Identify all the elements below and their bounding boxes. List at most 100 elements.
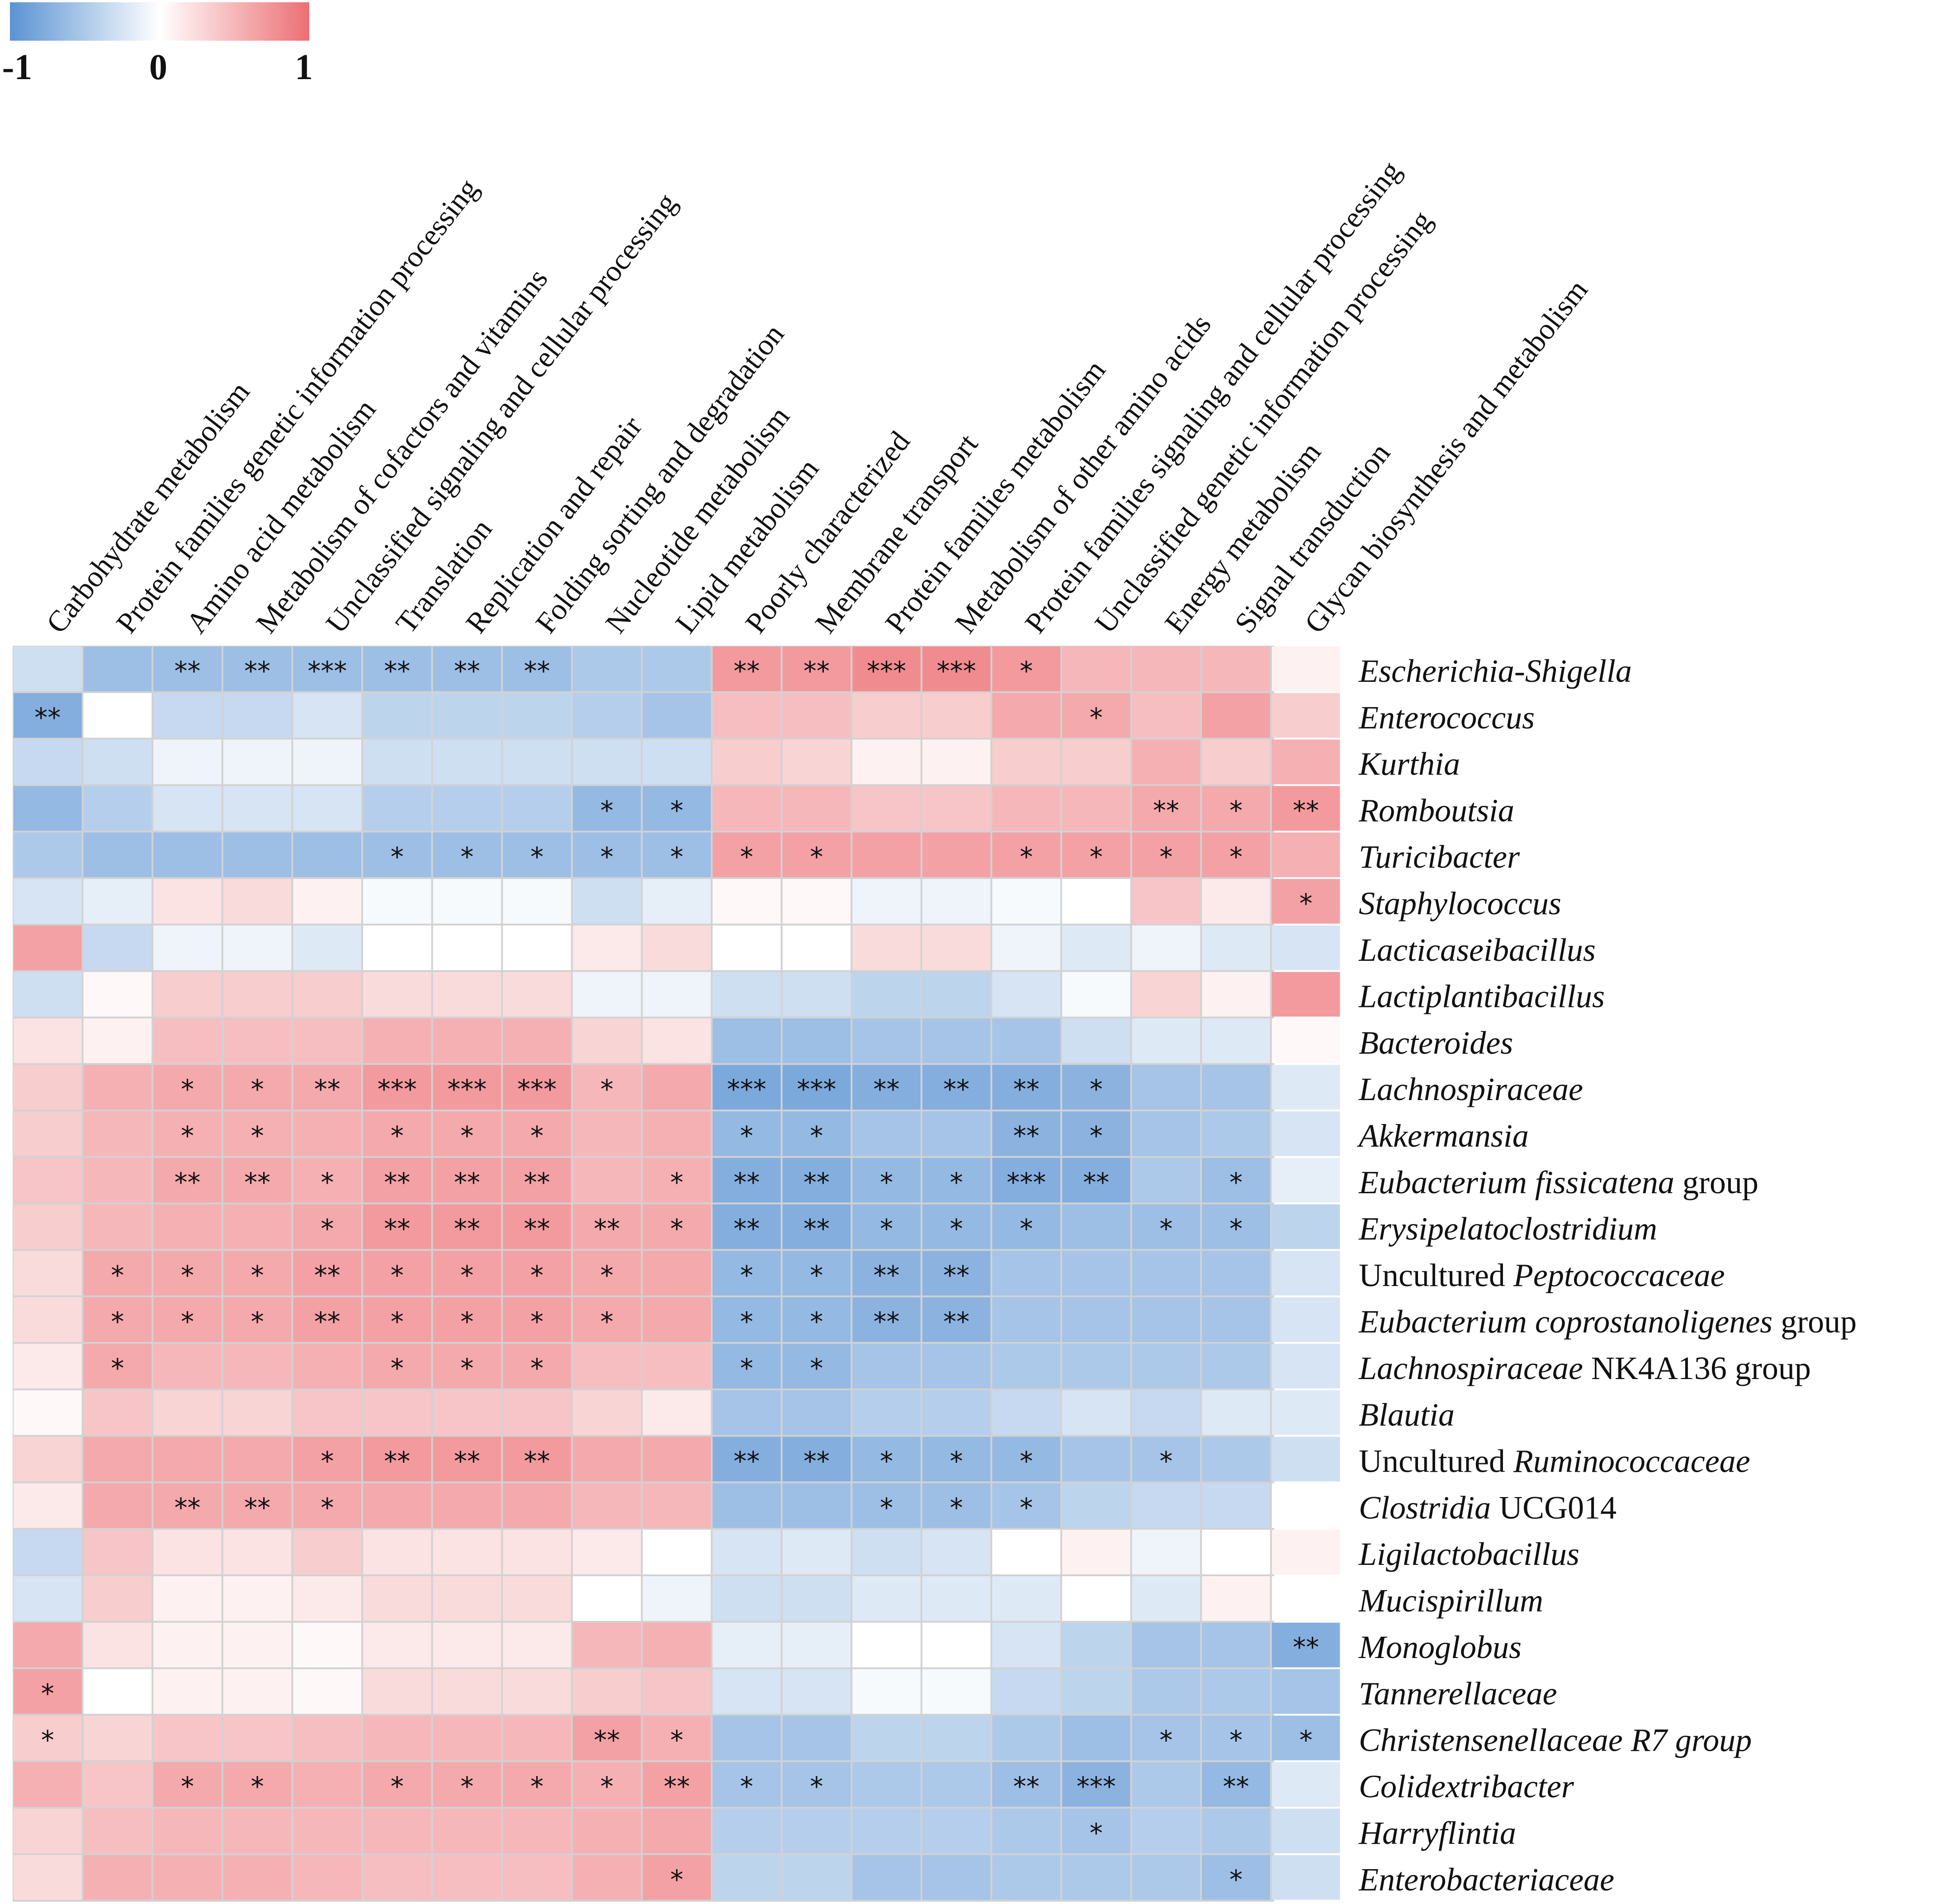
- heatmap-cell: [1202, 879, 1270, 924]
- heatmap-cell: [572, 972, 641, 1017]
- heatmap-cell: [503, 739, 571, 784]
- heatmap-cell: [852, 1669, 921, 1714]
- heatmap-cell: [1132, 1390, 1201, 1435]
- heatmap-cell: [643, 1809, 711, 1853]
- heatmap-cell: [293, 1390, 361, 1435]
- heatmap-cell: [572, 1762, 641, 1807]
- heatmap-cell: [83, 1436, 152, 1482]
- heatmap-cell: [153, 1158, 222, 1203]
- heatmap-cell: [433, 647, 501, 691]
- significance-label: *: [810, 1120, 823, 1151]
- heatmap-cell: [643, 1065, 711, 1110]
- heatmap-cell: [293, 1344, 361, 1389]
- heatmap-cell: [293, 1065, 361, 1110]
- significance-label: **: [454, 656, 480, 686]
- heatmap-cell: [223, 1297, 292, 1342]
- heatmap-cell: [782, 1483, 851, 1528]
- heatmap-cell: [293, 972, 361, 1017]
- heatmap-cell: [572, 1204, 641, 1249]
- colorbar-tick-mid: 0: [149, 47, 167, 87]
- significance-label: *: [740, 1771, 753, 1802]
- significance-label: ***: [517, 1074, 557, 1105]
- significance-label: *: [1020, 656, 1033, 686]
- heatmap-cell: [1062, 1436, 1130, 1482]
- heatmap-cell: [153, 1436, 222, 1482]
- heatmap-cell: [14, 1715, 82, 1761]
- heatmap-cell: [1202, 1855, 1270, 1900]
- heatmap-cell: [643, 786, 711, 831]
- significance-label: *: [1090, 1818, 1103, 1848]
- heatmap-cell: [83, 647, 152, 691]
- significance-label: **: [943, 1306, 969, 1337]
- row-label: Eubacterium fissicatena group: [1358, 1164, 1758, 1200]
- heatmap-cell: [713, 1065, 781, 1110]
- heatmap-cell: [643, 972, 711, 1017]
- heatmap-cell: [1271, 693, 1340, 738]
- heatmap-cell: [14, 1530, 82, 1574]
- significance-label: *: [740, 841, 753, 872]
- heatmap-cell: [1132, 1436, 1201, 1482]
- heatmap-cell: [153, 1715, 222, 1761]
- heatmap-cell: [922, 1809, 991, 1853]
- heatmap-cell: [922, 786, 991, 831]
- significance-label: *: [1090, 1074, 1103, 1105]
- heatmap-cell: [153, 1018, 222, 1063]
- heatmap-cell: [922, 1204, 991, 1249]
- heatmap-cell: [153, 1809, 222, 1853]
- significance-label: *: [181, 1074, 194, 1105]
- heatmap-cell: [852, 1158, 921, 1203]
- heatmap-cell: [922, 1111, 991, 1156]
- heatmap-cell: [782, 739, 851, 784]
- heatmap-cell: [922, 647, 991, 691]
- heatmap-cell: [992, 1018, 1060, 1063]
- heatmap-cell: [363, 786, 431, 831]
- heatmap-cell: [992, 1809, 1060, 1853]
- heatmap-cell: [363, 739, 431, 784]
- heatmap-cell: [503, 647, 571, 691]
- significance-label: *: [1159, 1446, 1172, 1477]
- heatmap-cell: [14, 972, 82, 1017]
- row-label: Uncultured Peptococcaceae: [1359, 1257, 1725, 1293]
- heatmap-cell: [1062, 972, 1130, 1017]
- heatmap-cell: [1271, 1158, 1340, 1203]
- heatmap-cell: [992, 1855, 1060, 1900]
- heatmap-cell: [922, 832, 991, 877]
- heatmap-cell: [293, 1855, 361, 1900]
- heatmap-cell: [153, 832, 222, 877]
- heatmap-cell: [852, 739, 921, 784]
- heatmap-cell: [223, 1622, 292, 1668]
- heatmap-cell: [1271, 739, 1340, 784]
- heatmap-cell: [852, 1715, 921, 1761]
- heatmap-cell: [153, 786, 222, 831]
- heatmap-cell: [782, 1065, 851, 1110]
- heatmap-cell: [223, 1251, 292, 1296]
- significance-label: *: [111, 1260, 124, 1290]
- heatmap-cell: [223, 1762, 292, 1807]
- heatmap-cell: [433, 1204, 501, 1249]
- heatmap-cell: [852, 1809, 921, 1853]
- heatmap-cell: [922, 1576, 991, 1621]
- significance-label: **: [175, 656, 201, 686]
- heatmap-cell: [1202, 1111, 1270, 1156]
- heatmap-cell: [643, 1297, 711, 1342]
- significance-label: *: [460, 1771, 473, 1802]
- heatmap-cell: [1062, 693, 1130, 738]
- significance-label: *: [600, 1260, 614, 1290]
- heatmap-cell: [992, 879, 1060, 924]
- significance-label: *: [460, 1120, 473, 1151]
- heatmap-cell: [713, 1669, 781, 1714]
- heatmap-cell: [852, 1483, 921, 1528]
- heatmap-cell: [1202, 972, 1270, 1017]
- significance-label: *: [880, 1492, 893, 1523]
- heatmap-cell: [293, 1018, 361, 1063]
- significance-label: **: [384, 1167, 410, 1198]
- heatmap-cell: [1271, 1622, 1340, 1668]
- significance-label: *: [391, 1771, 404, 1802]
- heatmap-cell: [363, 1344, 431, 1389]
- heatmap-cell: [1132, 1297, 1201, 1342]
- heatmap-cell: [782, 1251, 851, 1296]
- significance-label: *: [321, 1446, 334, 1477]
- heatmap-cell: [433, 1530, 501, 1574]
- heatmap-cell: [643, 1111, 711, 1156]
- significance-label: ***: [727, 1074, 766, 1105]
